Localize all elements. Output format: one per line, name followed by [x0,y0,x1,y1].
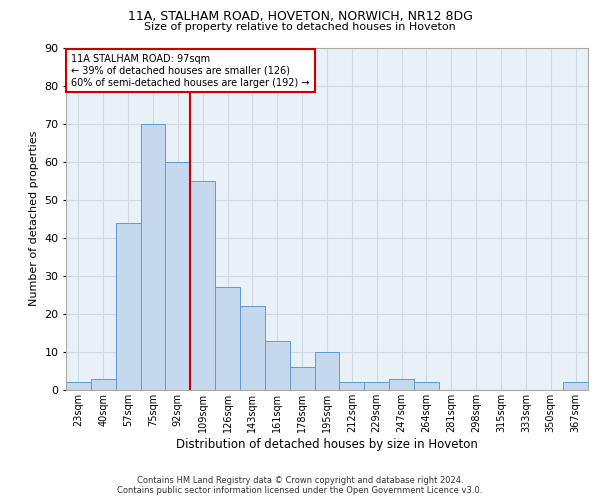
Bar [91,378,116,390]
Text: 11A STALHAM ROAD: 97sqm
← 39% of detached houses are smaller (126)
60% of semi-d: 11A STALHAM ROAD: 97sqm ← 39% of detache… [71,54,310,88]
Y-axis label: Number of detached properties: Number of detached properties [29,131,38,306]
Bar [563,382,588,390]
Text: Contains HM Land Registry data © Crown copyright and database right 2024.
Contai: Contains HM Land Registry data © Crown c… [118,476,482,495]
Bar [364,382,389,390]
Bar [190,180,215,390]
X-axis label: Distribution of detached houses by size in Hoveton: Distribution of detached houses by size … [176,438,478,450]
Bar [140,124,166,390]
Bar [166,162,190,390]
Bar [314,352,340,390]
Bar [215,287,240,390]
Text: 11A, STALHAM ROAD, HOVETON, NORWICH, NR12 8DG: 11A, STALHAM ROAD, HOVETON, NORWICH, NR1… [128,10,472,23]
Bar [265,340,290,390]
Bar [414,382,439,390]
Bar [290,367,314,390]
Bar [116,222,140,390]
Bar [340,382,364,390]
Text: Size of property relative to detached houses in Hoveton: Size of property relative to detached ho… [144,22,456,32]
Bar [66,382,91,390]
Bar [240,306,265,390]
Bar [389,378,414,390]
